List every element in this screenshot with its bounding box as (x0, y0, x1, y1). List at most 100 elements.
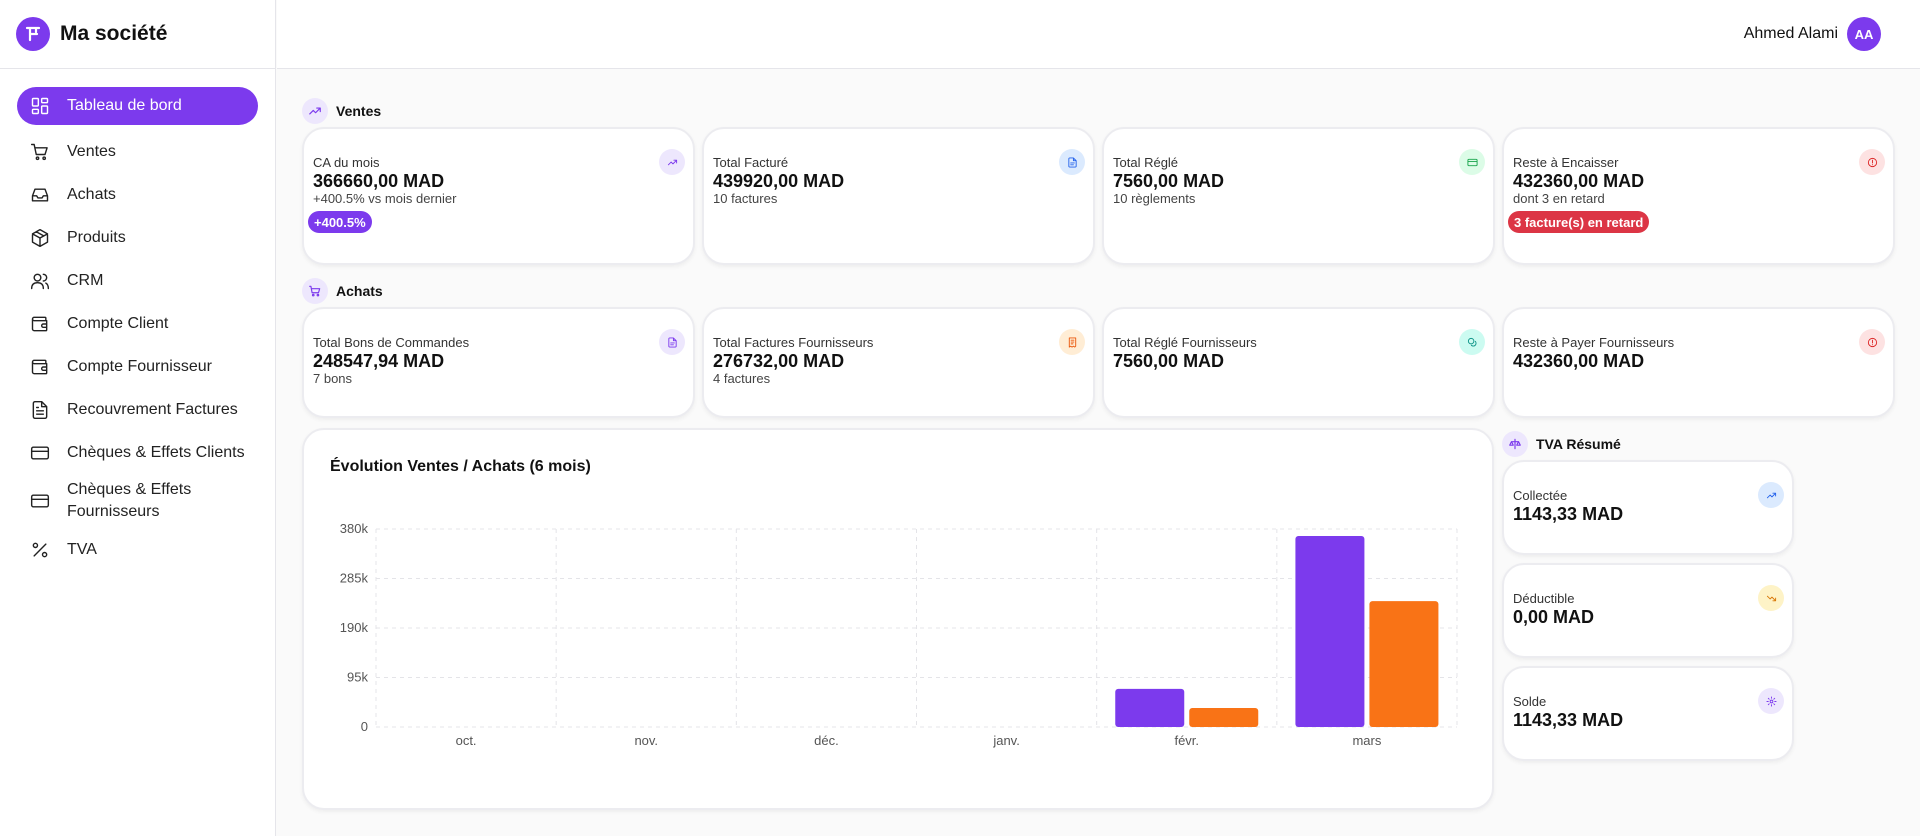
sidebar-item-label: CRM (67, 271, 104, 289)
sidebar-item-crm[interactable]: CRM (17, 259, 258, 302)
kpi-card-reste-a-payer-fournisseurs[interactable]: Reste à Payer Fournisseurs 432360,00 MAD (1502, 307, 1895, 418)
trending-down-icon (1758, 585, 1784, 611)
sidebar-item-recouvrement-factures[interactable]: Recouvrement Factures (17, 388, 258, 431)
settings-icon (1758, 688, 1784, 714)
kpi-label: Total Réglé Fournisseurs (1113, 335, 1257, 350)
sidebar-item-compte-client[interactable]: Compte Client (17, 302, 258, 345)
y-tick-label: 190k (340, 620, 369, 635)
user-menu[interactable]: Ahmed Alami AA (1744, 17, 1881, 51)
kpi-card-total-factures-fournisseurs[interactable]: Total Factures Fournisseurs 276732,00 MAD… (702, 307, 1095, 418)
sidebar-item-tableau-de-bord[interactable]: Tableau de bord (17, 87, 258, 125)
kpi-label: Total Factures Fournisseurs (713, 335, 874, 350)
kpi-badge: 3 facture(s) en retard (1508, 211, 1650, 233)
kpi-card-total-regle-fournisseurs[interactable]: Total Réglé Fournisseurs 7560,00 MAD (1102, 307, 1495, 418)
sidebar-item-tva[interactable]: TVA (17, 528, 258, 571)
kpi-value: 432360,00 MAD (1513, 171, 1645, 191)
bar-series-2-mars (1369, 601, 1439, 727)
trending-up-icon (1758, 482, 1784, 508)
sidebar-item-label: Tableau de bord (67, 97, 182, 114)
kpi-label: Déductible (1513, 591, 1575, 606)
file-icon (1059, 149, 1085, 175)
kpi-label: Collectée (1513, 488, 1568, 503)
kpi-card-ca-du-mois[interactable]: CA du mois 366660,00 MAD +400.5% vs mois d… (302, 127, 695, 265)
chart-card: Évolution Ventes / Achats (6 mois) 0 95k 1… (302, 428, 1494, 810)
x-tick-label: févr. (1174, 733, 1199, 748)
sidebar-item-label: Produits (67, 228, 126, 246)
user-name: Ahmed Alami (1743, 25, 1838, 42)
dashboard-icon (29, 95, 51, 117)
kpi-value: 366660,00 MAD (313, 171, 445, 191)
bar-series-2-févr (1189, 707, 1259, 727)
kpi-card-reste-a-encaisser[interactable]: Reste à Encaisser 432360,00 MAD dont 3 en … (1502, 127, 1895, 265)
users-icon (29, 270, 51, 292)
sidebar-nav: Tableau de bord Ventes Achats Produits CRM Co… (0, 69, 275, 589)
kpi-label: Reste à Encaisser (1513, 155, 1619, 170)
kpi-label: CA du mois (313, 155, 380, 170)
kpi-subtext: 10 factures (713, 191, 778, 206)
sidebar-item-label: Ventes (67, 142, 116, 160)
kpi-card-solde[interactable]: Solde 1143,33 MAD (1502, 666, 1794, 761)
kpi-value: 439920,00 MAD (713, 171, 845, 191)
kpi-card-collectee[interactable]: Collectée 1143,33 MAD (1502, 460, 1794, 555)
ventes-section-header: Ventes (302, 98, 381, 124)
brand[interactable]: Ma société (0, 0, 275, 69)
brand-name: Ma société (60, 22, 168, 45)
avatar[interactable]: AA (1847, 17, 1881, 51)
credit-card-icon (29, 490, 51, 512)
sidebar-item-ventes[interactable]: Ventes (17, 130, 258, 173)
x-tick-label: oct. (456, 733, 477, 748)
wallet-icon (29, 356, 51, 378)
kpi-value: 0,00 MAD (1513, 607, 1595, 627)
alert-icon (1859, 329, 1885, 355)
ventes-section-title: Ventes (336, 103, 382, 119)
kpi-value: 7560,00 MAD (1113, 171, 1225, 191)
kpi-value: 7560,00 MAD (1113, 351, 1225, 371)
document-icon (29, 399, 51, 421)
kpi-value: 1143,33 MAD (1513, 504, 1624, 524)
kpi-subtext: 10 règlements (1113, 191, 1196, 206)
percent-icon (29, 539, 51, 561)
y-tick-label: 380k (340, 521, 369, 536)
cart-icon (29, 141, 51, 163)
trending-up-icon (659, 149, 685, 175)
sidebar-item-compte-fournisseur[interactable]: Compte Fournisseur (17, 345, 258, 388)
coins-icon (1459, 329, 1485, 355)
tva-section-title: TVA Résumé (1536, 436, 1621, 452)
kpi-card-deductible[interactable]: Déductible 0,00 MAD (1502, 563, 1794, 658)
kpi-label: Reste à Payer Fournisseurs (1513, 335, 1675, 350)
kpi-card-total-regle[interactable]: Total Réglé 7560,00 MAD 10 règlements (1102, 127, 1495, 265)
trending-up-icon (302, 98, 328, 124)
sidebar-item-cheques-effets-fournisseurs[interactable]: Chèques & Effets Fournisseurs (17, 474, 258, 528)
kpi-label: Total Réglé (1113, 155, 1179, 170)
sidebar-item-label: Chèques & Effets Fournisseurs (67, 481, 192, 520)
bar-series-1-mars (1295, 535, 1365, 727)
sidebar-item-label: TVA (67, 540, 97, 558)
sidebar-item-label: Recouvrement Factures (67, 400, 238, 418)
kpi-value: 432360,00 MAD (1513, 351, 1645, 371)
top-bar: Ahmed Alami AA (277, 0, 1920, 69)
sidebar-item-label: Chèques & Effets Clients (67, 443, 245, 461)
x-tick-label: janv. (992, 733, 1020, 748)
y-tick-label: 285k (340, 571, 369, 586)
sidebar: Ma société Tableau de bord Ventes Achats Pr… (0, 0, 276, 836)
x-tick-label: mars (1352, 733, 1381, 748)
card-icon (1459, 149, 1485, 175)
kpi-card-total-facture[interactable]: Total Facturé 439920,00 MAD 10 factures (702, 127, 1095, 265)
achats-section-header: Achats (302, 278, 383, 304)
sidebar-item-cheques-effets-clients[interactable]: Chèques & Effets Clients (17, 431, 258, 474)
wallet-icon (29, 313, 51, 335)
y-tick-label: 95k (347, 670, 368, 685)
inbox-icon (29, 184, 51, 206)
x-tick-label: nov. (634, 733, 658, 748)
sidebar-item-label: Compte Client (67, 314, 169, 332)
sales-purchases-bar-chart: 0 95k 190k 285k 380k oct. nov. déc. janv. févr. ma… (340, 521, 1458, 748)
sidebar-item-produits[interactable]: Produits (17, 216, 258, 259)
chart-title: Évolution Ventes / Achats (6 mois) (330, 458, 591, 475)
kpi-label: Total Facturé (713, 155, 789, 170)
kpi-value: 248547,94 MAD (313, 351, 445, 371)
kpi-card-total-bons-de-commandes[interactable]: Total Bons de Commandes 248547,94 MAD 7 bo… (302, 307, 695, 418)
x-tick-label: déc. (814, 733, 839, 748)
file-icon (659, 329, 685, 355)
credit-card-icon (29, 442, 51, 464)
sidebar-item-achats[interactable]: Achats (17, 173, 258, 216)
